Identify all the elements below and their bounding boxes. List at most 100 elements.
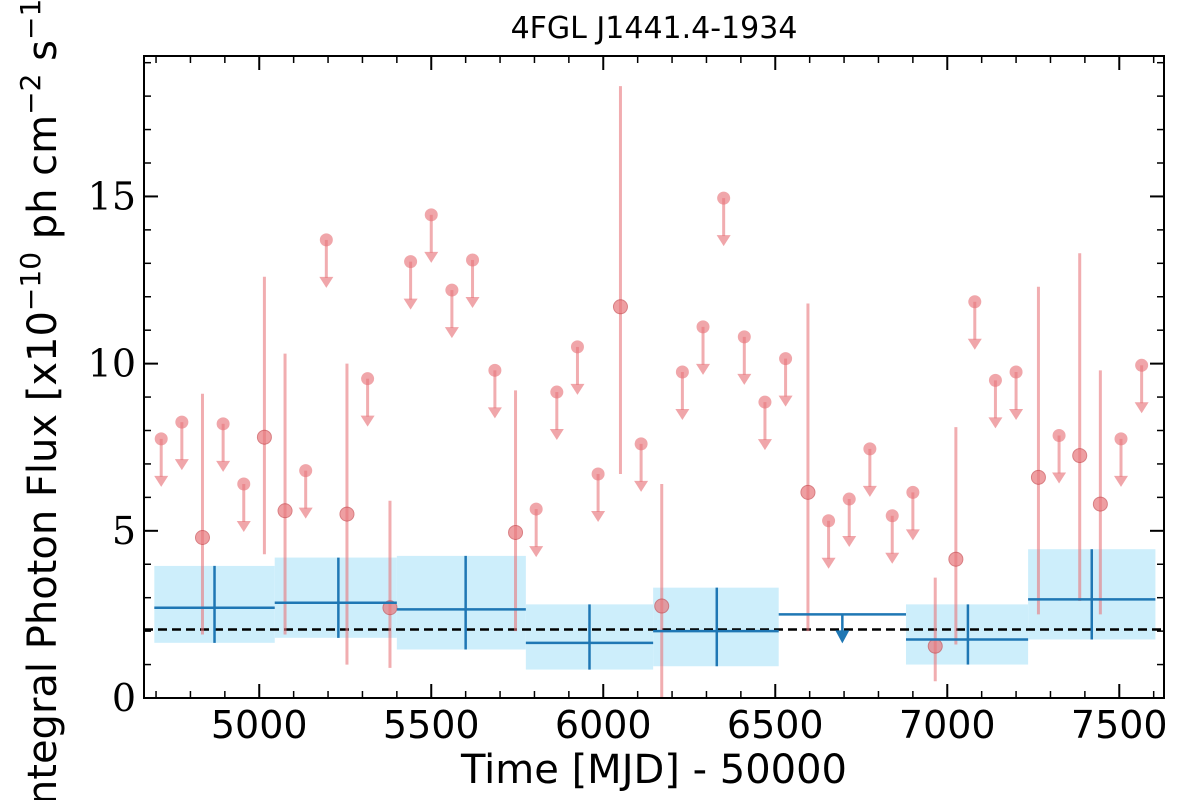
upper-limit-cap (154, 432, 168, 446)
upper-limit-cap (634, 437, 648, 451)
upper-limit-cap (822, 514, 836, 528)
upper-limit-arrow (570, 383, 585, 395)
detection-point (339, 506, 355, 522)
upper-limit-arrow (737, 373, 752, 385)
upper-limit-arrow (549, 429, 564, 441)
upper-limit-cap (737, 330, 751, 344)
y-tick-label: 15 (88, 174, 136, 218)
upper-limit-cap (237, 477, 251, 491)
upper-limit-cap (1052, 429, 1066, 443)
upper-limit-cap (216, 417, 230, 431)
y-axis-label: Integral Photon Flux [x10−10 ph cm−2 s−1… (14, 0, 66, 800)
upper-limit-cap (988, 373, 1002, 387)
detection-point (654, 598, 670, 614)
upper-limit-arrow (1052, 472, 1067, 484)
upper-limit-arrow (1113, 475, 1128, 487)
upper-limit-arrow (905, 529, 920, 541)
upper-limit-arrow (403, 298, 418, 310)
upper-limit-cap (361, 372, 375, 386)
upper-limit-arrow (319, 276, 334, 288)
detection-point (612, 299, 628, 315)
upper-limit-arrow (716, 235, 731, 247)
x-axis-label: Time [MJD] - 50000 (460, 747, 847, 793)
long-bin-band (396, 555, 526, 650)
upper-limit-cap (1114, 432, 1128, 446)
upper-limit-arrow (675, 408, 690, 420)
y-axis-label-part: Integral Photon Flux [x10 (20, 311, 66, 800)
detection-point (277, 503, 293, 519)
upper-limit-arrow (591, 510, 606, 522)
upper-limit-cap (906, 485, 920, 499)
y-tick-label: 5 (112, 509, 136, 553)
upper-limit-cap (1135, 358, 1149, 372)
x-tick-label: 6000 (555, 703, 652, 747)
upper-limit-cap (424, 208, 438, 222)
detection-point (256, 429, 272, 445)
upper-limit-arrow (967, 338, 982, 350)
upper-limit-cap (570, 340, 584, 354)
upper-limit-arrow (862, 485, 877, 497)
y-axis-label-exponent: −10 (14, 252, 47, 311)
chart-title: 4FGL J1441.4-1934 (511, 11, 798, 46)
upper-limit-arrow (1009, 408, 1024, 420)
upper-limit-cap (445, 283, 459, 297)
upper-limit-arrow (444, 327, 459, 339)
upper-limit-arrow (529, 546, 544, 558)
y-tick-label: 10 (88, 342, 136, 386)
upper-limit-cap (717, 191, 731, 205)
upper-limit-cap (1009, 365, 1023, 379)
detection-point (194, 530, 210, 545)
detection-point (1092, 496, 1108, 512)
upper-limit-arrow (696, 363, 711, 375)
upper-limit-cap (758, 395, 772, 409)
upper-limit-cap (175, 415, 189, 429)
upper-limit-arrow (778, 395, 793, 407)
plot-area: 5000 5500 6000 6500 7000 7500 0 5 10 15 (88, 55, 1168, 747)
y-axis-label-part: ph cm (20, 115, 66, 252)
long-bin-band (274, 557, 397, 638)
x-tick-label: 7000 (899, 703, 996, 747)
axis-ticks: 5000 5500 6000 6500 7000 7500 0 5 10 15 (88, 56, 1168, 747)
detection-point (948, 551, 964, 567)
detection-point (800, 484, 816, 500)
x-tick-label: 5500 (383, 703, 480, 747)
upper-limit-cap (968, 295, 982, 309)
upper-limit-cap (404, 255, 418, 269)
y-tick-label: 0 (112, 676, 136, 720)
upper-limit-arrow (842, 536, 857, 548)
plot-frame (143, 55, 1165, 699)
upper-limit-arrow (1134, 402, 1149, 414)
y-axis-label-part: s (20, 40, 66, 74)
upper-limit-arrow (757, 439, 772, 451)
upper-limit-cap (591, 467, 605, 481)
upper-limit-cap (675, 365, 689, 379)
y-axis-label-exponent: −1 (14, 0, 47, 40)
upper-limit-arrow (216, 460, 231, 472)
upper-limit-cap (319, 233, 333, 247)
upper-limit-arrow (988, 417, 1003, 429)
upper-limit-cap (529, 502, 543, 516)
long-bin-upper-limit-arrow (835, 630, 850, 644)
upper-limit-arrow (465, 296, 480, 308)
upper-limit-cap (299, 464, 313, 478)
detection-point (382, 600, 398, 616)
upper-limit-arrow (424, 251, 439, 263)
detection-point (508, 524, 524, 540)
upper-limit-cap (696, 320, 710, 334)
detection-point (1072, 448, 1088, 464)
upper-limit-arrow (236, 521, 251, 532)
upper-limit-cap (488, 363, 502, 377)
upper-limit-cap (842, 492, 856, 506)
detection-point (1030, 469, 1046, 485)
x-tick-label: 5000 (211, 703, 308, 747)
upper-limit-arrow (821, 557, 836, 569)
x-tick-label: 7500 (1071, 703, 1168, 747)
upper-limit-arrow (885, 552, 900, 564)
upper-limit-cap (863, 442, 877, 456)
x-tick-label: 6500 (727, 703, 824, 747)
upper-limit-arrow (154, 475, 169, 487)
upper-limit-arrow (360, 415, 375, 427)
upper-limit-arrow (487, 407, 502, 419)
upper-limit-cap (466, 253, 480, 267)
upper-limit-cap (885, 509, 899, 523)
